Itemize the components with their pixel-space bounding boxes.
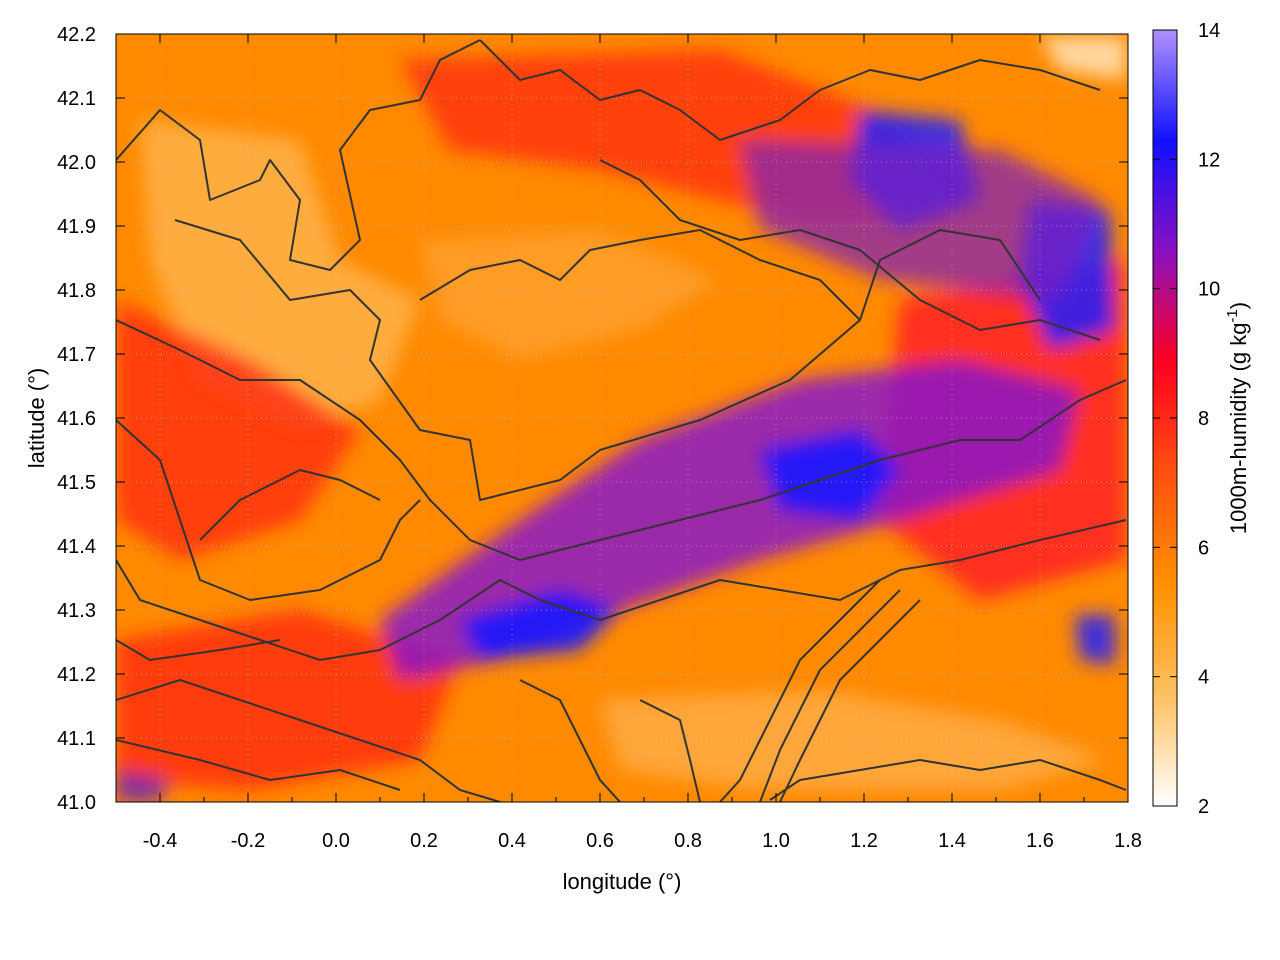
contour-line-12 — [779, 599, 921, 802]
contour-line-5 — [116, 519, 1127, 661]
contour-line-4 — [116, 419, 421, 601]
humid-corner-southwest — [116, 770, 170, 802]
y-axis: 41.0 41.1 41.2 41.3 41.4 41.5 41.6 41.7 41.8 41.9… — [57, 24, 1128, 814]
y-tick-label: 41.6 — [57, 408, 96, 430]
contour-line-13 — [769, 759, 1127, 801]
contour-line-18 — [116, 639, 281, 661]
colorbar-tick-label: 2 — [1198, 796, 1209, 818]
colorbar-tick-label: 8 — [1198, 408, 1209, 430]
x-axis-label: longitude (°) — [563, 869, 682, 894]
y-tick-label: 41.9 — [57, 216, 96, 238]
grid — [116, 34, 1128, 802]
y-tick-label: 41.3 — [57, 600, 96, 622]
x-tick-label: 1.8 — [1114, 830, 1142, 852]
humid-core-1 — [760, 430, 900, 520]
x-tick-label: 1.0 — [762, 830, 790, 852]
colorbar-tick-label: 12 — [1198, 149, 1220, 171]
contour-line-10 — [719, 579, 881, 802]
x-tick-label: 0.8 — [674, 830, 702, 852]
contour-line-14 — [419, 229, 861, 321]
contour-line-15 — [479, 39, 1101, 141]
contour-lines — [116, 39, 1127, 802]
colorbar-label: 1000m-humidity (g kg-1) — [1224, 302, 1251, 534]
dry-region-northeast — [1040, 36, 1126, 80]
contour-line-8 — [519, 679, 621, 802]
y-tick-label: 41.0 — [57, 792, 96, 814]
contour-line-11 — [759, 589, 901, 802]
y-tick-label: 42.2 — [57, 24, 96, 46]
dry-region-south — [600, 690, 1110, 790]
moist-band-west — [116, 300, 360, 560]
x-axis: -0.4 -0.2 0.0 0.2 0.4 0.6 0.8 1.0 1.2 1.4 1.6 1.8 — [115, 34, 1142, 852]
contour-line-9 — [639, 699, 701, 802]
contour-line-3 — [116, 319, 1127, 561]
humidity-field — [116, 36, 1126, 802]
colorbar-label-exponent: -1 — [1224, 309, 1241, 322]
colorbar-tick-label: 14 — [1198, 20, 1220, 42]
x-tick-label: 0.2 — [410, 830, 438, 852]
contour-line-2 — [174, 219, 1041, 501]
contour-line-6 — [116, 679, 501, 802]
y-tick-label: 41.1 — [57, 728, 96, 750]
x-tick-label: 0.4 — [498, 830, 526, 852]
humid-core-2 — [460, 590, 620, 660]
contour-line-7 — [116, 739, 401, 791]
x-tick-label: 1.4 — [938, 830, 966, 852]
colorbar-label-main: 1000m-humidity (g kg — [1226, 323, 1251, 535]
colorbar-tick-label: 10 — [1198, 279, 1220, 301]
y-tick-label: 41.8 — [57, 280, 96, 302]
humid-core-5 — [1075, 615, 1115, 665]
y-axis-label: latitude (°) — [24, 368, 49, 469]
y-tick-label: 42.1 — [57, 88, 96, 110]
contour-line-1 — [116, 39, 481, 271]
dry-region-center — [420, 230, 720, 360]
contour-line-16 — [599, 159, 1101, 341]
y-tick-label: 41.4 — [57, 536, 96, 558]
colorbar-label-close: ) — [1226, 302, 1251, 309]
x-tick-label: -0.2 — [231, 830, 265, 852]
x-tick-label: 1.6 — [1026, 830, 1054, 852]
colorbar-axis: 2 4 6 8 10 12 14 — [1153, 20, 1220, 818]
y-tick-label: 41.7 — [57, 344, 96, 366]
colorbar-tick-label: 4 — [1198, 667, 1209, 689]
x-tick-label: 0.0 — [322, 830, 350, 852]
x-tick-label: 0.6 — [586, 830, 614, 852]
contour-line-17 — [199, 469, 381, 541]
y-tick-label: 41.2 — [57, 664, 96, 686]
x-tick-label: -0.4 — [143, 830, 177, 852]
x-tick-label: 1.2 — [850, 830, 878, 852]
y-tick-label: 41.5 — [57, 472, 96, 494]
y-tick-label: 42.0 — [57, 152, 96, 174]
colorbar-tick-label: 6 — [1198, 537, 1209, 559]
humid-region-northeast — [740, 140, 1100, 300]
